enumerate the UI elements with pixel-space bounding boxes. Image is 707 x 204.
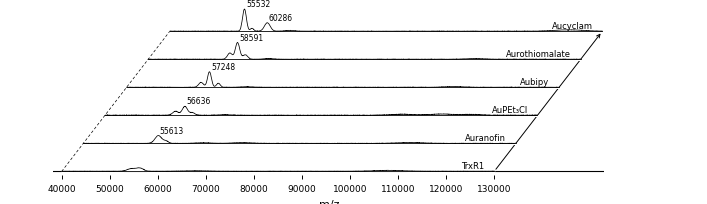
Text: Auranofin: Auranofin — [465, 134, 506, 143]
Text: Aurothiomalate: Aurothiomalate — [506, 50, 571, 59]
Text: Aubipy: Aubipy — [520, 78, 549, 87]
X-axis label: m/z: m/z — [319, 199, 339, 204]
Text: 57248: 57248 — [211, 63, 235, 72]
Text: TrxR1: TrxR1 — [462, 162, 484, 170]
Text: 56636: 56636 — [187, 97, 211, 106]
Text: Aucyclam: Aucyclam — [551, 22, 592, 31]
Text: 60286: 60286 — [269, 14, 293, 23]
Text: 58591: 58591 — [239, 33, 263, 42]
Text: 55613: 55613 — [160, 126, 184, 135]
Text: 55532: 55532 — [246, 0, 270, 9]
Text: AuPEt₃Cl: AuPEt₃Cl — [491, 106, 528, 115]
